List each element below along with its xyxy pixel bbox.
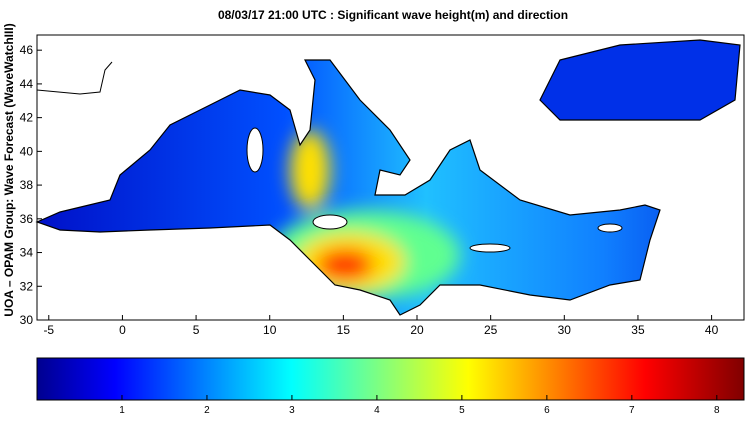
x-tick-label: 10 <box>263 323 277 337</box>
coastline <box>35 59 661 316</box>
title: 08/03/17 21:00 UTC : Significant wave he… <box>218 8 568 22</box>
colorbar-tick-label: 6 <box>544 405 550 416</box>
y-tick-label: 34 <box>20 246 34 260</box>
y-tick-label: 44 <box>20 77 34 91</box>
x-tick-label: 30 <box>558 323 572 337</box>
y-tick-label: 42 <box>20 111 34 125</box>
colorbar-tick-label: 4 <box>374 405 380 416</box>
y-tick-label: 46 <box>20 43 34 57</box>
colorbar <box>36 357 745 401</box>
y-tick-label: 38 <box>20 178 34 192</box>
y-tick-label: 40 <box>20 144 34 158</box>
islands <box>246 127 623 253</box>
colorbar-tick-label: 8 <box>714 405 720 416</box>
x-tick-label: 0 <box>119 323 126 337</box>
colorbar-tick-label: 2 <box>204 405 210 416</box>
x-tick-label: 40 <box>705 323 719 337</box>
y-tick-label: 32 <box>20 279 34 293</box>
black-sea <box>539 39 741 121</box>
x-tick-label: 15 <box>337 323 351 337</box>
colorbar-tick-label: 1 <box>119 405 125 416</box>
atlantic-coast <box>36 61 113 95</box>
colorbar-tick-label: 3 <box>289 405 295 416</box>
y-tick-label: 30 <box>20 313 34 327</box>
x-tick-label: 5 <box>193 323 200 337</box>
y-tick-label: 36 <box>20 212 34 226</box>
x-tick-label: -5 <box>43 323 54 337</box>
x-tick-label: 20 <box>410 323 424 337</box>
x-tick-label: 25 <box>484 323 498 337</box>
y-axis-label: UOA – OPAM Group: Wave Forecast (WaveWat… <box>2 23 16 316</box>
x-tick-label: 35 <box>631 323 645 337</box>
colorbar-tick-label: 7 <box>629 405 635 416</box>
colorbar-tick-label: 5 <box>459 405 465 416</box>
